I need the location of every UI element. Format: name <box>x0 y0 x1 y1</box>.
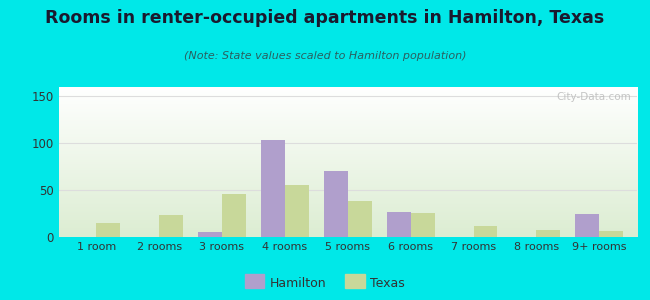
Bar <box>473 226 497 237</box>
Bar <box>387 212 411 237</box>
Bar <box>198 232 222 237</box>
Bar <box>348 201 372 237</box>
Bar <box>222 194 246 237</box>
Bar <box>159 214 183 237</box>
Bar <box>411 213 435 237</box>
Bar <box>599 231 623 237</box>
Bar <box>324 171 348 237</box>
Bar <box>261 140 285 237</box>
Text: City-Data.com: City-Data.com <box>556 92 631 101</box>
Text: Rooms in renter-occupied apartments in Hamilton, Texas: Rooms in renter-occupied apartments in H… <box>46 9 605 27</box>
Bar <box>285 185 309 237</box>
Bar <box>536 230 560 237</box>
Bar <box>575 214 599 237</box>
Text: (Note: State values scaled to Hamilton population): (Note: State values scaled to Hamilton p… <box>184 51 466 61</box>
Legend: Hamilton, Texas: Hamilton, Texas <box>241 273 409 294</box>
Bar <box>96 223 120 237</box>
